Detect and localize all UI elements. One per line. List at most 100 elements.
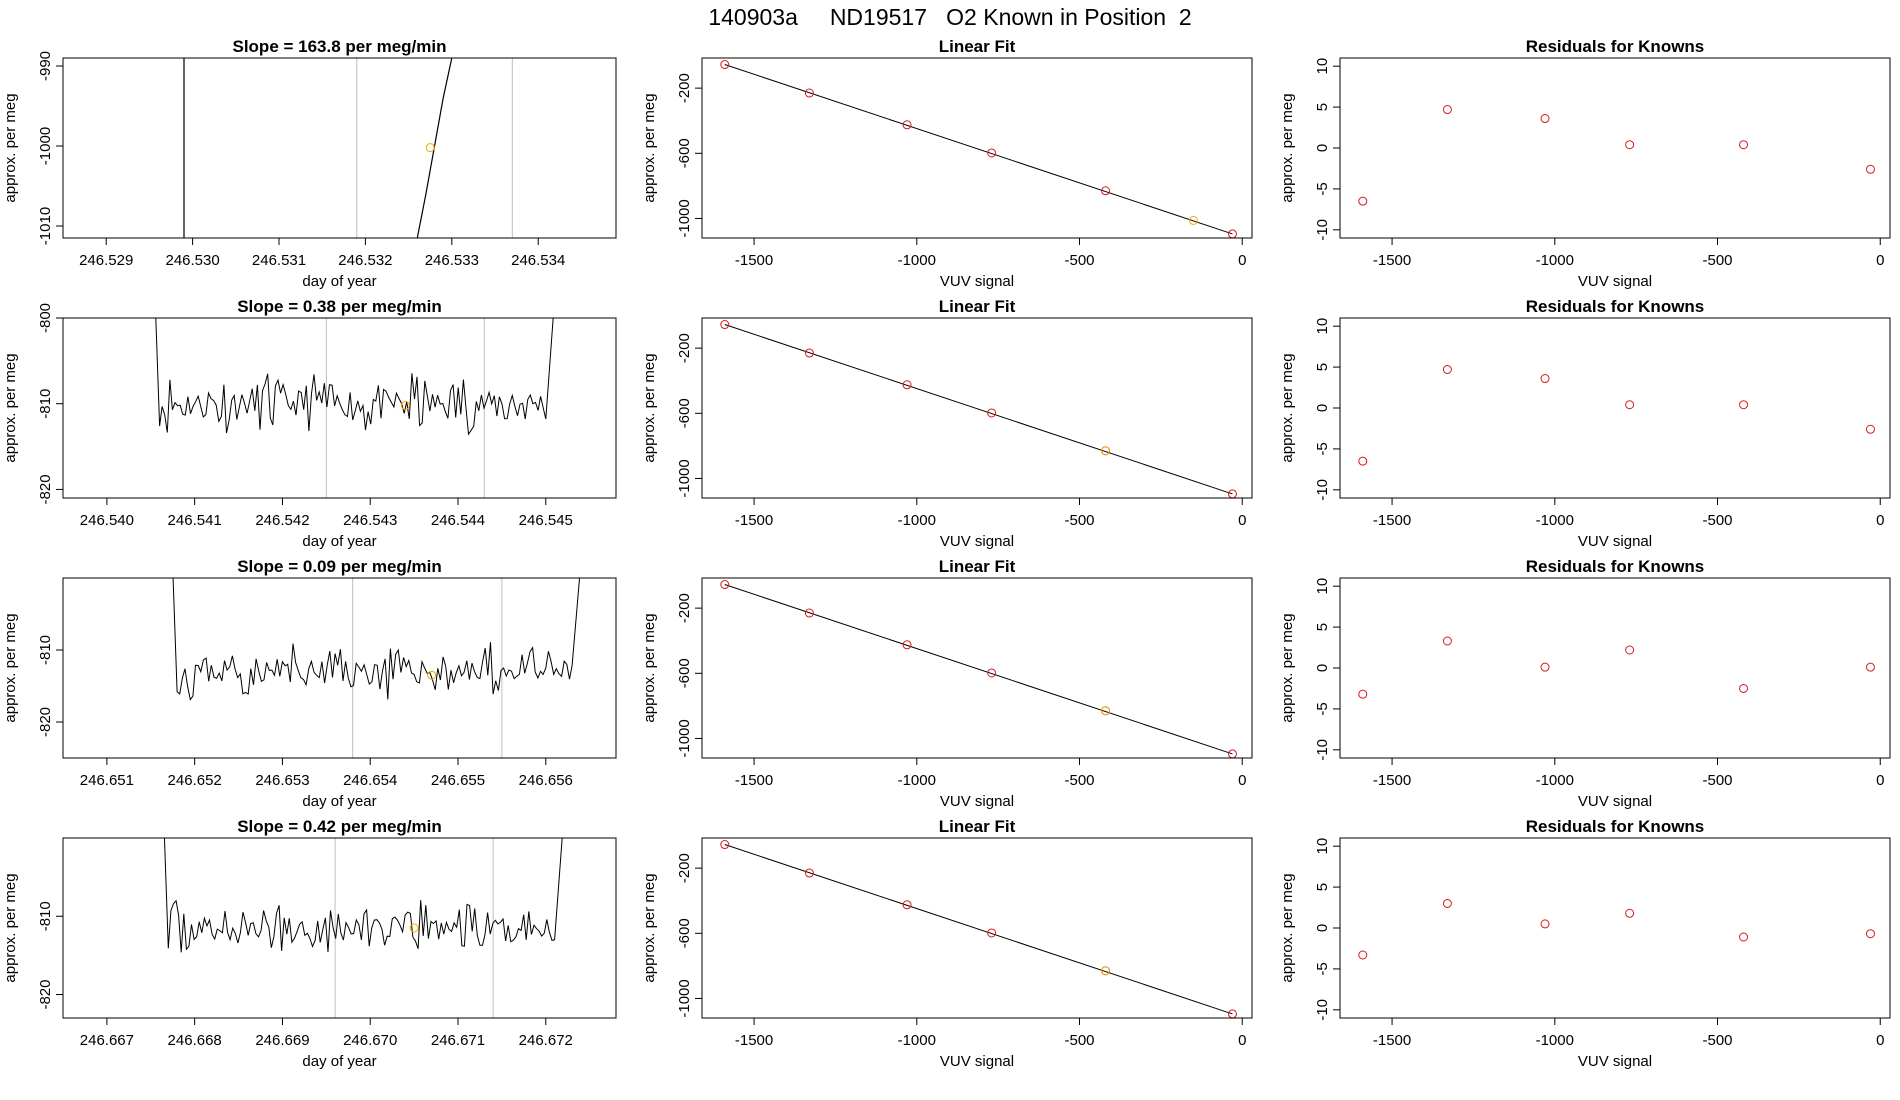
y-tick-label: 0 <box>1314 924 1331 932</box>
y-tick-label: -810 <box>37 901 54 931</box>
known-point <box>1865 164 1875 174</box>
y-tick-label: -800 <box>37 303 54 333</box>
known-point <box>720 320 730 330</box>
plot-area <box>163 838 563 1018</box>
y-axis-label: approx. per meg <box>2 873 19 982</box>
x-tick-label: -1500 <box>1373 252 1411 269</box>
x-tick-label: -500 <box>1702 512 1732 529</box>
x-tick-label: 246.651 <box>80 772 134 789</box>
x-tick-label: 0 <box>1876 772 1884 789</box>
x-tick-label: -500 <box>1702 772 1732 789</box>
y-axis-label: approx. per meg <box>1279 613 1296 722</box>
x-tick-label: 246.656 <box>519 772 573 789</box>
known-point <box>720 60 730 70</box>
trace-line <box>163 838 563 953</box>
known-point <box>1739 683 1749 693</box>
fit-line <box>724 844 1233 1015</box>
known-point <box>1540 919 1550 929</box>
x-tick-label: 246.668 <box>168 1032 222 1049</box>
y-tick-label: -1000 <box>676 199 693 237</box>
known-point <box>987 408 997 418</box>
known-point <box>1358 689 1368 699</box>
plot-area <box>1358 636 1875 699</box>
known-point <box>720 580 730 590</box>
x-axis-label: day of year <box>302 1053 376 1070</box>
x-axis-label: VUV signal <box>940 1053 1014 1070</box>
y-tick-label: -10 <box>1314 219 1331 241</box>
y-axis-label: approx. per meg <box>641 353 658 462</box>
chart-title: Slope = 0.09 per meg/min <box>237 557 442 576</box>
plot-area <box>155 318 554 498</box>
known-point <box>1865 662 1875 672</box>
fit-line <box>724 64 1233 235</box>
chart-title: Residuals for Knowns <box>1526 37 1705 56</box>
x-tick-label: -1000 <box>1536 1032 1574 1049</box>
x-tick-label: -1500 <box>1373 1032 1411 1049</box>
y-tick-label: -5 <box>1314 702 1331 715</box>
chart-title: Residuals for Knowns <box>1526 297 1705 316</box>
y-tick-label: -600 <box>676 398 693 428</box>
known-point <box>1865 424 1875 434</box>
y-tick-label: 10 <box>1314 838 1331 855</box>
x-tick-label: 246.544 <box>431 512 485 529</box>
x-axis-label: VUV signal <box>940 793 1014 810</box>
y-tick-label: -5 <box>1314 442 1331 455</box>
x-tick-label: 246.545 <box>519 512 573 529</box>
known-point <box>1540 114 1550 124</box>
x-axis-label: VUV signal <box>1578 533 1652 550</box>
fit-line <box>724 324 1233 495</box>
known-point <box>1101 186 1111 196</box>
x-axis-label: VUV signal <box>940 273 1014 290</box>
sample-point <box>1101 966 1111 976</box>
y-tick-label: 5 <box>1314 623 1331 631</box>
known-point <box>1540 374 1550 384</box>
chart-title: Linear Fit <box>939 297 1016 316</box>
x-tick-label: 246.530 <box>165 252 219 269</box>
x-axis-label: day of year <box>302 793 376 810</box>
y-tick-label: 10 <box>1314 58 1331 75</box>
known-point <box>902 120 912 130</box>
chart-title: Linear Fit <box>939 37 1016 56</box>
chart-r3-fit: Linear Fit VUV signal approx. per meg -1500… <box>641 557 1253 810</box>
x-tick-label: 246.534 <box>511 252 565 269</box>
chart-title: Slope = 0.38 per meg/min <box>237 297 442 316</box>
known-point <box>1739 140 1749 150</box>
known-point <box>1442 365 1452 375</box>
y-tick-label: 10 <box>1314 318 1331 335</box>
trace-line <box>416 58 453 238</box>
y-tick-label: -200 <box>676 853 693 883</box>
x-axis-label: VUV signal <box>1578 273 1652 290</box>
plot-frame <box>62 577 617 759</box>
known-point <box>1358 196 1368 206</box>
x-tick-label: -500 <box>1702 1032 1732 1049</box>
chart-r1-resid: Residuals for Knowns VUV signal approx. pe… <box>1279 37 1891 290</box>
y-tick-label: -1000 <box>676 719 693 757</box>
y-tick-label: -5 <box>1314 182 1331 195</box>
y-tick-label: -990 <box>37 51 54 81</box>
x-tick-label: 246.541 <box>168 512 222 529</box>
known-point <box>1625 908 1635 918</box>
x-tick-label: -500 <box>1064 512 1094 529</box>
y-tick-label: 5 <box>1314 103 1331 111</box>
known-point <box>804 608 814 618</box>
plot-frame <box>62 317 617 499</box>
plot-frame <box>1339 837 1891 1019</box>
page-title: 140903a ND19517 O2 Known in Position 2 <box>708 4 1192 30</box>
x-tick-label: 0 <box>1238 252 1246 269</box>
trace-line <box>155 318 554 436</box>
known-point <box>1625 400 1635 410</box>
y-tick-label: -810 <box>37 635 54 665</box>
chart-title: Residuals for Knowns <box>1526 817 1705 836</box>
x-tick-label: 246.652 <box>168 772 222 789</box>
y-axis-label: approx. per meg <box>1279 93 1296 202</box>
known-point <box>1358 950 1368 960</box>
x-tick-label: 0 <box>1876 512 1884 529</box>
y-tick-label: 5 <box>1314 883 1331 891</box>
sample-point <box>427 670 437 680</box>
chart-title: Linear Fit <box>939 817 1016 836</box>
x-tick-label: 0 <box>1238 772 1246 789</box>
plot-area <box>1358 898 1875 960</box>
sample-point <box>409 923 419 933</box>
known-point <box>1442 898 1452 908</box>
